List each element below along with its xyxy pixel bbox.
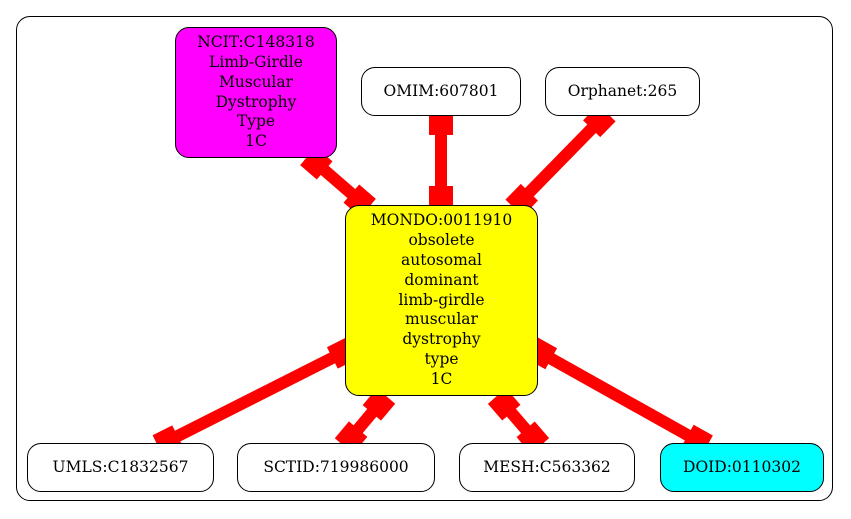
node-omim[interactable]: OMIM:607801 bbox=[361, 67, 521, 116]
node-doid[interactable]: DOID:0110302 bbox=[660, 443, 824, 492]
edge-mondo-doid bbox=[529, 342, 710, 452]
edge-mondo-umls bbox=[155, 342, 355, 452]
edge-tail-box-omim-mondo bbox=[429, 113, 453, 135]
node-umls[interactable]: UMLS:C1832567 bbox=[27, 443, 214, 492]
node-mesh[interactable]: MESH:C563362 bbox=[459, 443, 635, 492]
node-mondo[interactable]: MONDO:0011910 obsolete autosomal dominan… bbox=[345, 205, 538, 396]
edge-tail-box-mondo-mesh bbox=[487, 388, 521, 421]
edge-orphanet-mondo bbox=[509, 108, 612, 213]
edge-head-box-omim-mondo bbox=[429, 186, 453, 208]
node-ncit[interactable]: NCIT:C148318 Limb-Girdle Muscular Dystro… bbox=[175, 27, 337, 158]
node-orphanet[interactable]: Orphanet:265 bbox=[545, 67, 700, 116]
edge-tail-box-mondo-sctid bbox=[362, 388, 396, 421]
node-sctid[interactable]: SCTID:719986000 bbox=[237, 443, 435, 492]
